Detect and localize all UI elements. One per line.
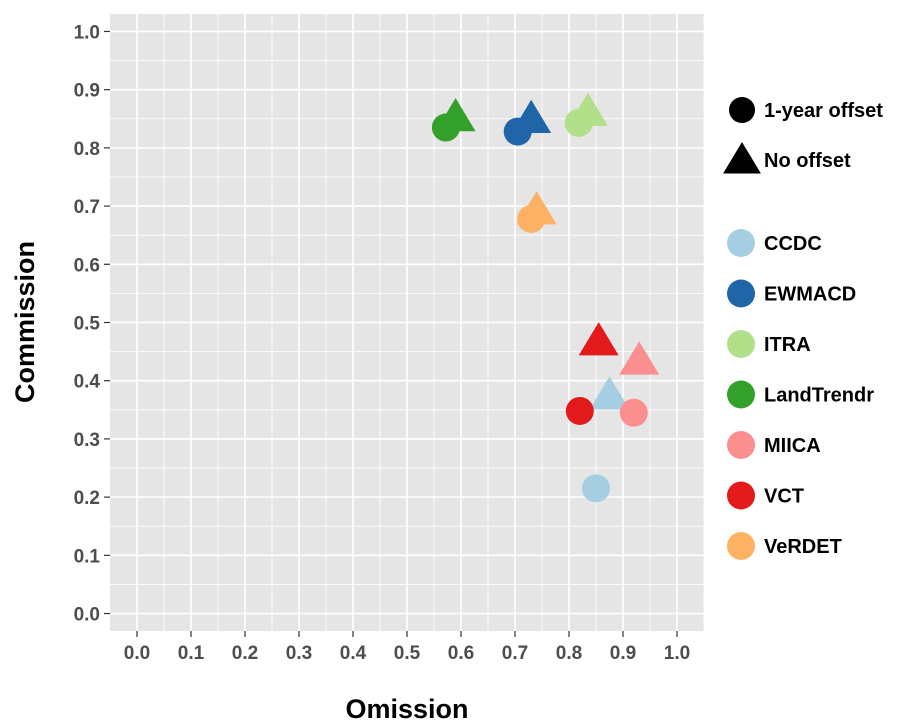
y-tick-label: 0.5 — [74, 314, 101, 335]
legend-series-label: MIICA — [764, 435, 821, 457]
y-tick-label: 0.2 — [74, 488, 100, 509]
legend-swatch-ccdc — [727, 229, 755, 257]
data-points — [431, 92, 660, 503]
x-axis-title: Omission — [345, 694, 468, 724]
legend-swatch-vct — [727, 481, 755, 510]
x-tick-label: 0.2 — [232, 643, 258, 664]
legend-series-label: LandTrendr — [764, 385, 874, 407]
x-tick-label: 0.1 — [178, 643, 205, 664]
point-miica-no-offset — [619, 341, 660, 375]
legend-series-label: VCT — [764, 486, 804, 508]
legend-series-label: CCDC — [764, 233, 822, 255]
x-tick-label: 0.3 — [286, 643, 312, 664]
legend-shape-label: 1-year offset — [764, 100, 883, 122]
x-tick-label: 0.4 — [340, 643, 367, 664]
x-tick-label: 0.0 — [124, 643, 150, 664]
x-tick-label: 1.0 — [664, 643, 690, 664]
y-axis-ticks: 0.0 0.1 0.2 0.3 0.4 0.5 0.6 0.7 0.8 0.9 1.0 — [74, 22, 110, 626]
legend-series-label: EWMACD — [764, 284, 856, 306]
point-verdet-no-offset — [516, 191, 557, 225]
y-tick-label: 0.6 — [74, 255, 100, 276]
x-tick-label: 0.6 — [448, 643, 474, 664]
legend-series-label: ITRA — [764, 334, 811, 356]
point-itra-no-offset — [567, 92, 608, 127]
point-landtrendr-no-offset — [435, 98, 476, 132]
point-vct-1-year-offset — [565, 396, 594, 425]
legend-triangle-icon — [723, 142, 761, 174]
legend: 1-year offset No offset CCDC EWMACD ITRA Land… — [723, 97, 883, 560]
point-miica-1-year-offset — [619, 398, 648, 427]
point-ewmacd-no-offset — [511, 99, 552, 134]
y-axis-title: Commission — [10, 241, 40, 403]
point-ccdc-1-year-offset — [582, 474, 610, 503]
legend-series-label: VeRDET — [764, 536, 842, 558]
legend-swatch-landtrendr — [727, 380, 755, 409]
y-tick-label: 1.0 — [74, 22, 100, 43]
x-axis-ticks: 0.0 0.1 0.2 0.3 0.4 0.5 0.6 0.7 0.8 0.9 1.0 — [124, 631, 690, 664]
point-ccdc-no-offset — [589, 376, 630, 410]
y-tick-label: 0.1 — [74, 546, 101, 567]
x-tick-label: 0.7 — [502, 643, 528, 664]
y-tick-label: 0.7 — [74, 197, 100, 218]
y-tick-label: 0.4 — [74, 372, 101, 393]
x-tick-label: 0.5 — [394, 643, 421, 664]
x-tick-label: 0.8 — [556, 643, 582, 664]
x-tick-label: 0.9 — [610, 643, 636, 664]
y-tick-label: 0.3 — [74, 430, 100, 451]
y-tick-label: 0.8 — [74, 139, 100, 160]
legend-swatch-itra — [727, 330, 755, 358]
legend-shape-label: No offset — [764, 150, 851, 172]
legend-swatch-miica — [727, 431, 755, 459]
legend-circle-icon — [729, 97, 755, 123]
y-tick-label: 0.9 — [74, 81, 100, 102]
point-vct-no-offset — [578, 322, 619, 356]
legend-swatch-ewmacd — [727, 279, 755, 308]
legend-swatch-verdet — [727, 532, 755, 560]
y-tick-label: 0.0 — [74, 605, 100, 626]
